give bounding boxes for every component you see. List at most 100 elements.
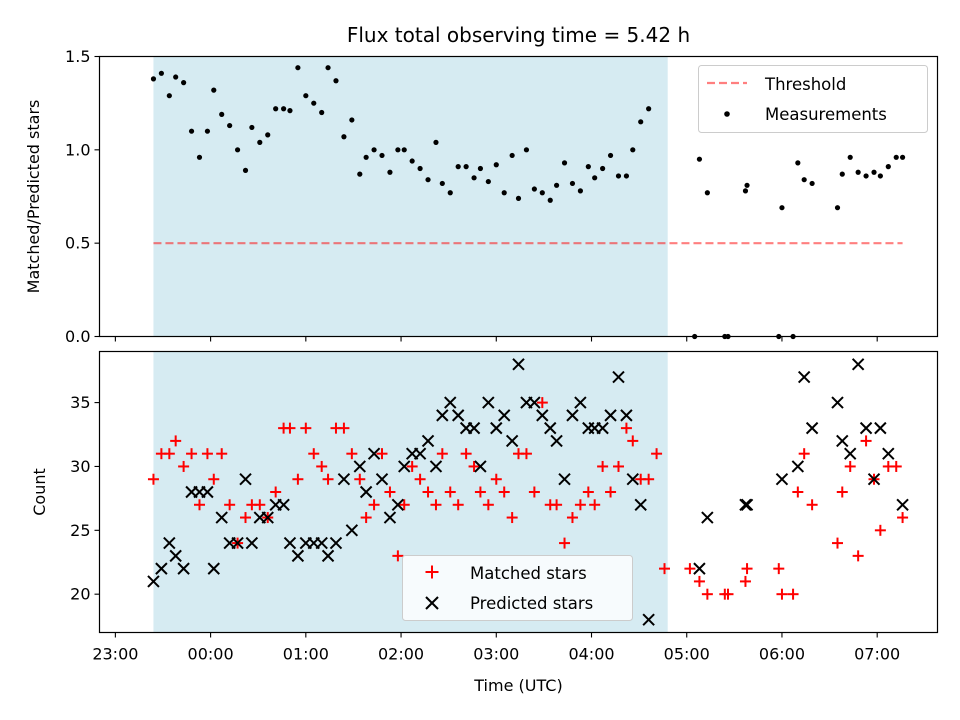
matched-star-point (798, 448, 810, 460)
matched-star-point (566, 512, 578, 524)
predicted-star-point (398, 460, 411, 473)
measurement-point (417, 165, 423, 172)
bottom-legend-frame (402, 555, 633, 621)
measurement-point (295, 65, 301, 71)
measurement-point (455, 164, 461, 170)
measurement-point (646, 106, 652, 112)
bottom-legend: Matched stars Predicted stars (402, 555, 633, 621)
predicted-star-point (604, 409, 617, 422)
matched-star-point (474, 486, 486, 498)
matched-star-point (844, 460, 856, 472)
predicted-star-point (359, 485, 373, 499)
measurement-point (166, 93, 172, 99)
matched-star-point (551, 499, 563, 511)
predicted-star-point (851, 358, 865, 371)
matched-star-point (178, 460, 190, 472)
measurement-point (409, 158, 415, 164)
top-axes-frame (98, 55, 939, 338)
predicted-star-point (245, 536, 259, 550)
top-y-axis: 0.0 0.5 1.0 1.5 (65, 47, 100, 346)
matched-star-point (376, 448, 388, 460)
predicted-star-point (429, 460, 443, 473)
measurement-point (204, 128, 211, 134)
matched-star-point (536, 397, 548, 409)
measurement-point (303, 93, 309, 99)
matched-star-point (392, 550, 404, 562)
measurement-point (600, 165, 606, 172)
predicted-star-point (836, 434, 849, 448)
measurement-point (795, 160, 801, 166)
measurement-point (363, 154, 369, 160)
predicted-star-point (775, 473, 789, 486)
predicted-star-point (329, 536, 343, 550)
matched-star-point (787, 588, 799, 600)
x-tick-label: 07:00 (854, 645, 900, 664)
measurement-point (425, 177, 431, 183)
matched-star-point (684, 563, 696, 575)
predicted-star-point (353, 460, 366, 473)
x-tick-label: 02:00 (378, 645, 424, 664)
predicted-star-point (566, 409, 579, 422)
measurement-point (439, 180, 445, 187)
matched-star-point (589, 499, 601, 511)
measurement-point (863, 173, 869, 179)
predicted-star-point (596, 421, 609, 435)
predicted-star-point (805, 421, 819, 435)
measurement-point (531, 186, 537, 192)
predicted-star-point (413, 447, 427, 460)
predicted-star-point (867, 473, 881, 486)
matched-star-point (201, 448, 213, 460)
matched-star-point (739, 575, 751, 587)
measurement-point (855, 169, 861, 175)
matched-star-point (597, 460, 609, 472)
predicted-star-point (634, 498, 647, 511)
matched-star-point (338, 422, 350, 434)
matched-star-point (506, 512, 518, 524)
x-axis-label: Time (UTC) (473, 676, 562, 695)
matched-star-point (468, 460, 480, 472)
x-tick-label: 00:00 (188, 645, 234, 664)
measurement-point (273, 106, 279, 112)
bottom-axes-frame (98, 350, 939, 634)
matched-star-point (874, 524, 886, 536)
predicted-star-point (740, 498, 754, 511)
predicted-star-point (391, 498, 405, 511)
matched-stars-series (147, 397, 909, 600)
measurement-point (357, 171, 363, 177)
matched-star-point (897, 512, 909, 524)
matched-star-point (559, 537, 571, 549)
measurement-point (493, 162, 499, 168)
predicted-star-point (505, 434, 519, 448)
measurement-point (471, 175, 477, 181)
matched-star-point (722, 588, 734, 600)
predicted-star-point (147, 575, 160, 588)
measurement-point (539, 190, 545, 196)
top-y-axis-label: Matched/Predicted stars (24, 100, 43, 294)
matched-star-point (354, 473, 366, 485)
measurement-point (577, 188, 583, 194)
predicted-star-point (345, 524, 359, 537)
measurement-point (809, 180, 815, 187)
measurement-point (893, 154, 899, 160)
matched-star-point (490, 473, 502, 485)
measurement-point (839, 171, 845, 177)
matched-star-point (208, 473, 220, 485)
predicted-star-point (291, 549, 305, 563)
matched-star-point (832, 537, 844, 549)
predicted-star-point (421, 434, 435, 448)
predicted-star-point (155, 562, 168, 575)
measurement-point (885, 164, 891, 170)
measurement-point (585, 164, 591, 170)
matched-star-point (741, 563, 753, 575)
predicted-star-point (201, 485, 214, 499)
predicted-star-point (550, 434, 563, 448)
y-tick-label: 20 (70, 585, 90, 604)
measurement-point (287, 108, 293, 114)
measurement-point (501, 190, 507, 196)
matched-star-point (452, 499, 464, 511)
top-panel: 0.0 0.5 1.0 1.5 Matched/Predicted stars Thr… (24, 47, 939, 346)
measurement-point (173, 74, 179, 80)
matched-star-point (186, 448, 198, 460)
measurements-legend-swatch (724, 111, 730, 117)
